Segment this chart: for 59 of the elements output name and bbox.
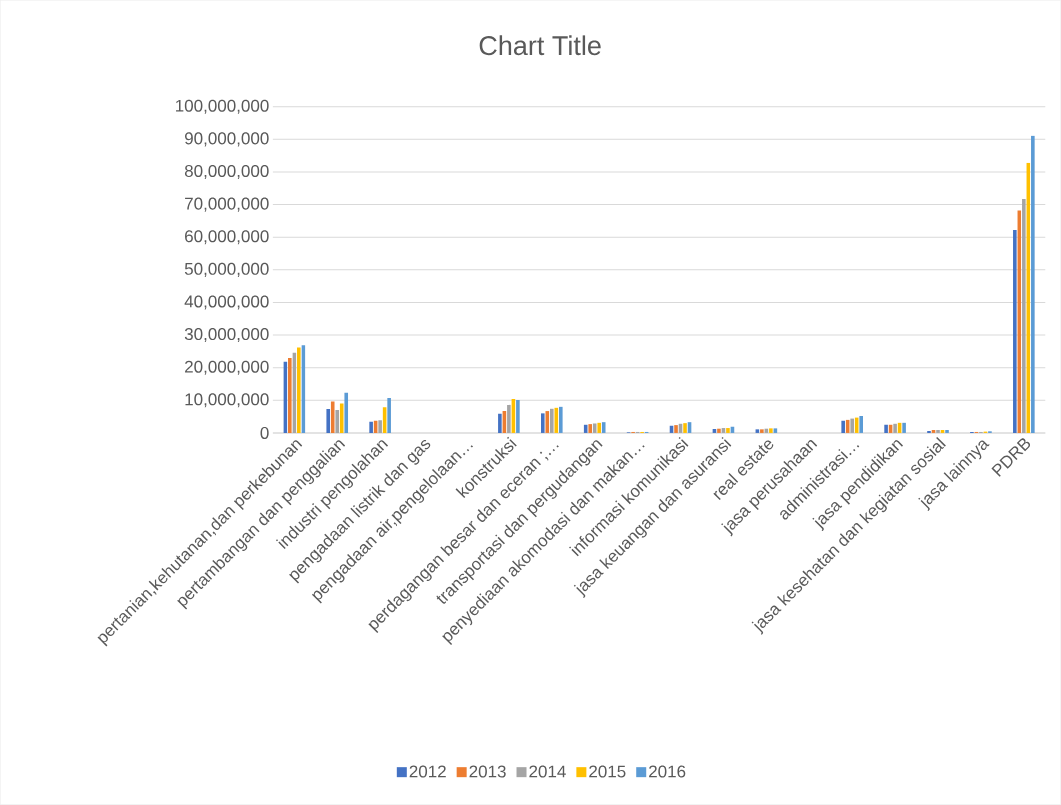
bar [387,398,391,434]
y-tick-label: 40,000,000 [184,295,269,310]
y-tick-label: 30,000,000 [184,328,269,343]
bar [726,428,730,434]
bar [330,401,335,434]
bar [507,404,511,434]
bar [288,357,292,434]
legend-label: 2013 [469,765,506,778]
y-tick-label: 90,000,000 [184,132,269,147]
bar [326,409,331,434]
y-tick-label: 60,000,000 [185,230,269,245]
bar [369,421,373,434]
bar [755,429,760,434]
bar [601,422,606,434]
y-tick-label: 70,000,000 [185,197,269,212]
bar [683,423,687,434]
bar [554,407,559,434]
bar [674,425,678,434]
legend-label: 2014 [529,765,566,778]
bar [545,411,550,434]
chart-title: Chart Title [479,35,601,56]
bar [559,406,563,434]
y-tick-label: 80,000,000 [184,165,269,180]
bar [717,428,721,434]
bar [339,403,344,434]
bar [540,413,545,434]
y-tick-label: 20,000,000 [185,360,269,375]
bar [297,347,301,434]
bar [936,430,940,434]
bar [884,424,888,434]
bar [344,392,349,434]
bar [902,422,906,434]
bar [549,408,554,434]
legend-label: 2012 [409,765,446,778]
bar [773,428,778,434]
bar [859,416,863,434]
bar [945,430,949,434]
bar [588,424,592,434]
bar [378,420,382,434]
bar [850,418,854,434]
bar [583,424,588,434]
bar [597,422,602,434]
legend-label: 2016 [649,765,686,778]
bar [335,410,340,434]
bar [592,423,597,434]
bar [769,428,773,434]
y-tick-label: 10,000,000 [185,393,269,408]
bar [1022,199,1026,434]
bar [498,413,502,434]
y-tick-label: 50,000,000 [184,262,269,277]
bar [1013,230,1017,434]
legend-label: 2015 [589,765,626,778]
bar [1031,135,1035,434]
bar [760,429,764,434]
y-tick-label: 100,000,000 [176,99,269,114]
bar [893,423,897,434]
bar [841,420,845,434]
y-tick-label: 0 [260,426,269,440]
bar [516,400,520,434]
